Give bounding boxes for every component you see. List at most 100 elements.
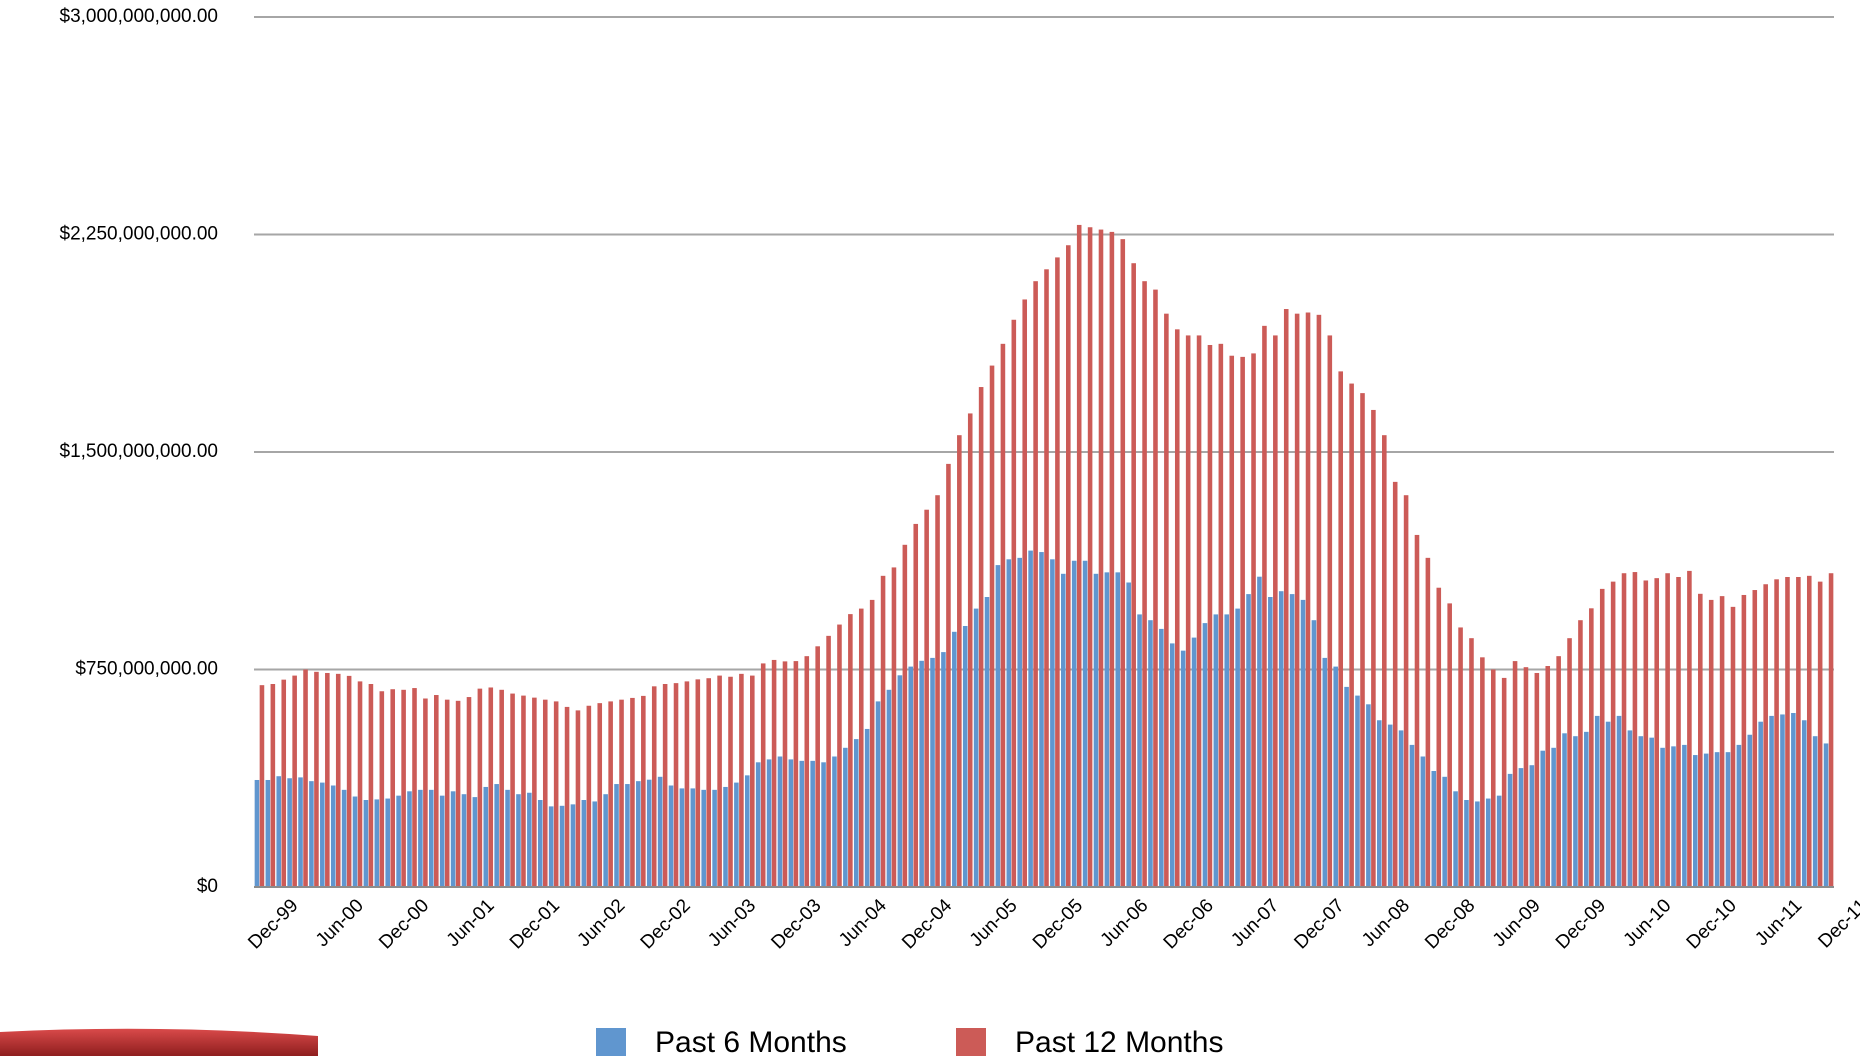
bar <box>1817 581 1823 887</box>
bar <box>734 782 739 887</box>
bar <box>1115 572 1121 887</box>
bar <box>488 687 494 887</box>
bar <box>1044 269 1049 887</box>
bar <box>1442 776 1447 887</box>
bar <box>1573 736 1578 887</box>
bar <box>1185 335 1191 887</box>
bar <box>1382 435 1387 887</box>
bar <box>270 684 276 887</box>
bar <box>1355 695 1360 887</box>
y-tick-label: $0 <box>197 876 218 897</box>
bar <box>1366 704 1371 887</box>
bar <box>826 635 831 887</box>
bar <box>935 495 940 887</box>
bar <box>320 782 325 887</box>
bar <box>1180 650 1186 887</box>
bar <box>706 678 712 887</box>
x-tick-label: Jun-01 <box>443 895 499 951</box>
bar <box>1556 656 1561 887</box>
bar <box>1736 744 1742 887</box>
bar <box>1148 620 1153 887</box>
bar <box>603 794 608 887</box>
bar <box>641 695 646 887</box>
bar <box>1159 628 1164 887</box>
bar <box>309 781 314 887</box>
bar <box>853 739 859 887</box>
bar <box>962 626 968 887</box>
bar <box>1153 289 1158 888</box>
bar <box>575 710 581 887</box>
bar <box>1632 572 1638 887</box>
bar <box>254 779 260 887</box>
bar <box>1311 620 1317 887</box>
bar <box>1627 730 1633 887</box>
bar <box>913 523 919 887</box>
bar <box>1137 614 1142 887</box>
bar <box>1066 245 1071 888</box>
bar <box>477 688 483 887</box>
bar <box>717 675 722 887</box>
bar <box>1235 608 1240 887</box>
bar <box>1480 657 1485 887</box>
bar <box>412 688 417 887</box>
bar <box>941 652 946 887</box>
bar <box>1529 765 1535 887</box>
bar <box>1436 587 1442 887</box>
bar <box>1202 623 1208 887</box>
bar <box>1643 580 1649 887</box>
y-tick-label: $1,500,000,000.00 <box>60 441 219 462</box>
bar <box>1698 593 1703 887</box>
x-tick-label: Dec-06 <box>1160 895 1218 953</box>
bar <box>368 684 374 887</box>
bar <box>1594 715 1600 887</box>
bar <box>1605 721 1611 887</box>
bar <box>1741 594 1747 887</box>
bar <box>1828 573 1834 887</box>
bar <box>880 575 886 887</box>
bar <box>483 786 489 887</box>
bar <box>799 760 805 887</box>
x-tick-label: Jun-03 <box>704 895 760 951</box>
bar <box>821 762 826 887</box>
legend-swatch <box>596 1028 626 1056</box>
bar <box>1169 643 1175 887</box>
bar <box>1692 755 1698 887</box>
bar <box>1730 606 1736 887</box>
bar <box>396 795 401 887</box>
bar <box>657 776 663 887</box>
x-tick-label: Dec-04 <box>898 895 956 953</box>
bar <box>1540 750 1546 887</box>
bar <box>728 676 733 887</box>
bar <box>564 706 570 887</box>
bar <box>1567 638 1572 887</box>
bar <box>259 685 265 887</box>
bar <box>1682 744 1687 887</box>
bar <box>1082 560 1088 887</box>
x-tick-label: Dec-00 <box>375 895 433 953</box>
bar <box>1028 550 1033 887</box>
bar <box>1414 534 1420 887</box>
bar <box>1344 686 1349 887</box>
bar <box>401 689 406 887</box>
bar <box>1387 724 1393 887</box>
bar <box>1164 313 1169 887</box>
bar <box>1196 335 1202 887</box>
bar <box>570 804 576 887</box>
bar <box>527 792 532 887</box>
bar <box>771 659 777 887</box>
bar <box>298 777 303 887</box>
bar <box>788 759 794 887</box>
bar <box>1671 746 1676 887</box>
x-tick-label: Jun-02 <box>573 895 629 951</box>
bar <box>439 795 445 887</box>
x-tick-label: Jun-07 <box>1227 895 1283 951</box>
bar <box>1398 730 1404 887</box>
bar <box>967 413 973 887</box>
bar <box>472 797 478 887</box>
bar <box>1316 314 1322 888</box>
bar <box>1578 620 1583 887</box>
bar <box>1638 736 1644 887</box>
bar <box>1823 743 1829 887</box>
